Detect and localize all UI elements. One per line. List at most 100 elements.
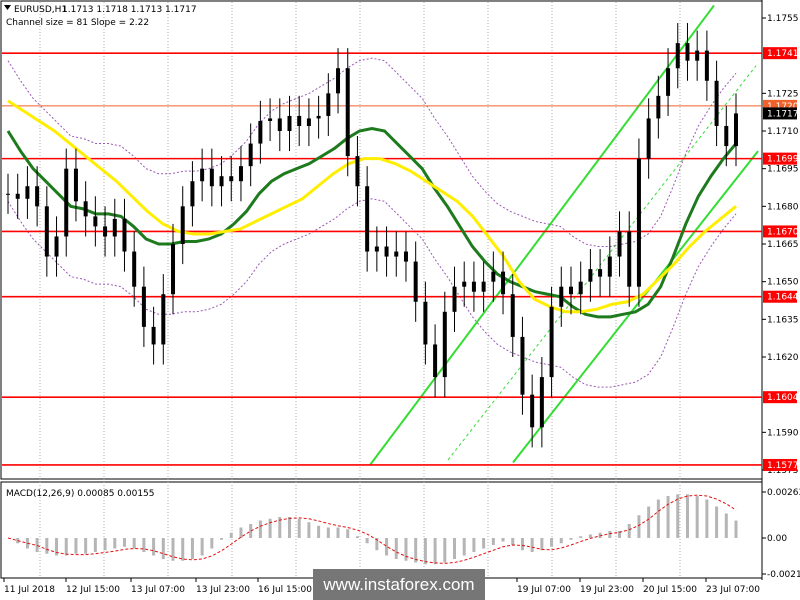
price-bar-body [35, 186, 40, 207]
current-price-box [763, 107, 797, 120]
macd-signal-line [7, 494, 737, 564]
price-bar-body [433, 344, 438, 378]
price-tick-label: 1.1755 [767, 14, 799, 24]
price-bar-body [365, 186, 370, 252]
price-tick-label: 1.1620 [767, 353, 799, 363]
price-bar-body [695, 50, 700, 61]
watermark-box [313, 569, 485, 600]
price-bar-body [675, 43, 680, 69]
watermark-text: www.instaforex.com [322, 575, 474, 594]
price-bar-body [636, 158, 641, 287]
time-tick-label: 12 Jul 15:00 [66, 585, 120, 595]
price-bar-body [666, 68, 671, 96]
macd-tick-label: -0.00212 [767, 570, 800, 580]
price-bar-body [297, 115, 302, 126]
price-tick-label: 1.1695 [767, 165, 799, 175]
ohlc-label: 1.1713 1.1718 1.1713 1.1717 [62, 5, 197, 15]
macd-tick-label: 0.00 [767, 534, 787, 544]
level-label-box [763, 391, 797, 404]
moving-averages [6, 99, 738, 319]
price-bar-body [627, 231, 632, 287]
price-bar-body [258, 120, 263, 144]
price-bar-body [209, 168, 214, 187]
price-bar-body [345, 68, 350, 157]
price-bar-body [15, 193, 20, 199]
price-bar-body [734, 113, 738, 147]
trend-channel [369, 4, 759, 466]
price-bar-body [704, 50, 709, 81]
price-bar-body [481, 281, 486, 292]
level-label-box [763, 47, 797, 60]
time-tick-label: 19 Jul 23:00 [580, 585, 634, 595]
time-tick-label: 13 Jul 07:00 [131, 585, 185, 595]
price-bar-body [306, 118, 311, 126]
dropdown-triangle-icon[interactable] [4, 5, 11, 10]
price-bar-body [656, 95, 661, 119]
price-axis: 1.1755 1.1725 1.1710 1.1695 1.1680 1.1665 1.16… [762, 14, 799, 476]
price-bar-body [287, 115, 292, 131]
price-bar-body [462, 281, 467, 287]
price-bar-body [25, 186, 30, 199]
price-bar-body [54, 236, 59, 257]
price-tick-label: 1.1665 [767, 240, 799, 250]
price-bar-body [539, 377, 544, 428]
price-bar-body [510, 294, 515, 337]
envelope-upper-line [7, 57, 737, 248]
price-bar-body [316, 115, 321, 119]
level-label-box [763, 458, 797, 471]
macd-tick-label: 0.00263 [767, 488, 800, 498]
price-bar-body [336, 68, 341, 94]
price-bar-body [394, 251, 399, 257]
price-bar-body [64, 168, 69, 237]
symbol-label: EURUSD,H1 [14, 5, 67, 15]
price-tick-label: 1.1680 [767, 202, 799, 212]
price-bar-body [403, 251, 408, 262]
price-tick-label: 1.1650 [767, 278, 799, 288]
price-bar-body [714, 80, 719, 126]
price-bar-body [326, 93, 331, 116]
price-bar-body [559, 286, 564, 307]
price-bar-body [132, 251, 137, 287]
price-tick-label: 1.1635 [767, 315, 799, 325]
price-bar-body [268, 118, 273, 121]
price-bar-body [6, 193, 10, 195]
level-labels: 1.1741 1.1720 1.1699 1.1670 1.1644 1.1604 1.15… [763, 47, 799, 471]
channel-lower-line [512, 150, 759, 464]
channel-upper-line [369, 4, 715, 466]
price-tick-label: 1.1710 [767, 127, 799, 137]
macd-label: MACD(12,26,9) 0.00085 0.00155 [6, 489, 155, 499]
price-bar-body [530, 394, 535, 428]
price-bar-body [161, 294, 166, 345]
price-tick-label: 1.1590 [767, 428, 799, 438]
price-bar-body [607, 256, 612, 277]
envelope-lower-line [7, 198, 737, 388]
price-bar-body [520, 336, 525, 395]
price-bars [6, 23, 738, 448]
time-tick-label: 23 Jul 07:00 [706, 585, 760, 595]
price-bar-body [277, 118, 282, 131]
level-label-box [763, 290, 797, 303]
time-tick-label: 20 Jul 15:00 [643, 585, 697, 595]
current-price-text: 1.1717 [767, 109, 799, 119]
ma-yellow-line [7, 99, 737, 314]
envelope-bands [7, 57, 737, 388]
level-label-text: 1.1699 [767, 155, 799, 165]
price-bar-body [588, 269, 593, 282]
price-bar-body [229, 176, 234, 182]
price-tick-label: 1.1575 [767, 466, 799, 476]
price-pane [0, 0, 763, 480]
price-bar-body [617, 231, 622, 257]
price-bar-body [93, 216, 98, 227]
price-bar-body [423, 301, 428, 345]
level-label-text: 1.1604 [767, 393, 799, 403]
level-label-text: 1.1720 [767, 102, 799, 112]
price-bar-body [112, 218, 117, 237]
price-bar-body [122, 218, 127, 252]
price-bar-body [238, 166, 243, 182]
price-bar-body [151, 326, 156, 345]
price-bar-body [374, 246, 379, 252]
time-axis: 11 Jul 2018 12 Jul 15:00 13 Jul 07:00 13 Ju… [3, 578, 760, 595]
time-tick-label: 11 Jul 2018 [4, 585, 55, 595]
channel-info: Channel size = 81 Slope = 2.22 [6, 18, 149, 28]
